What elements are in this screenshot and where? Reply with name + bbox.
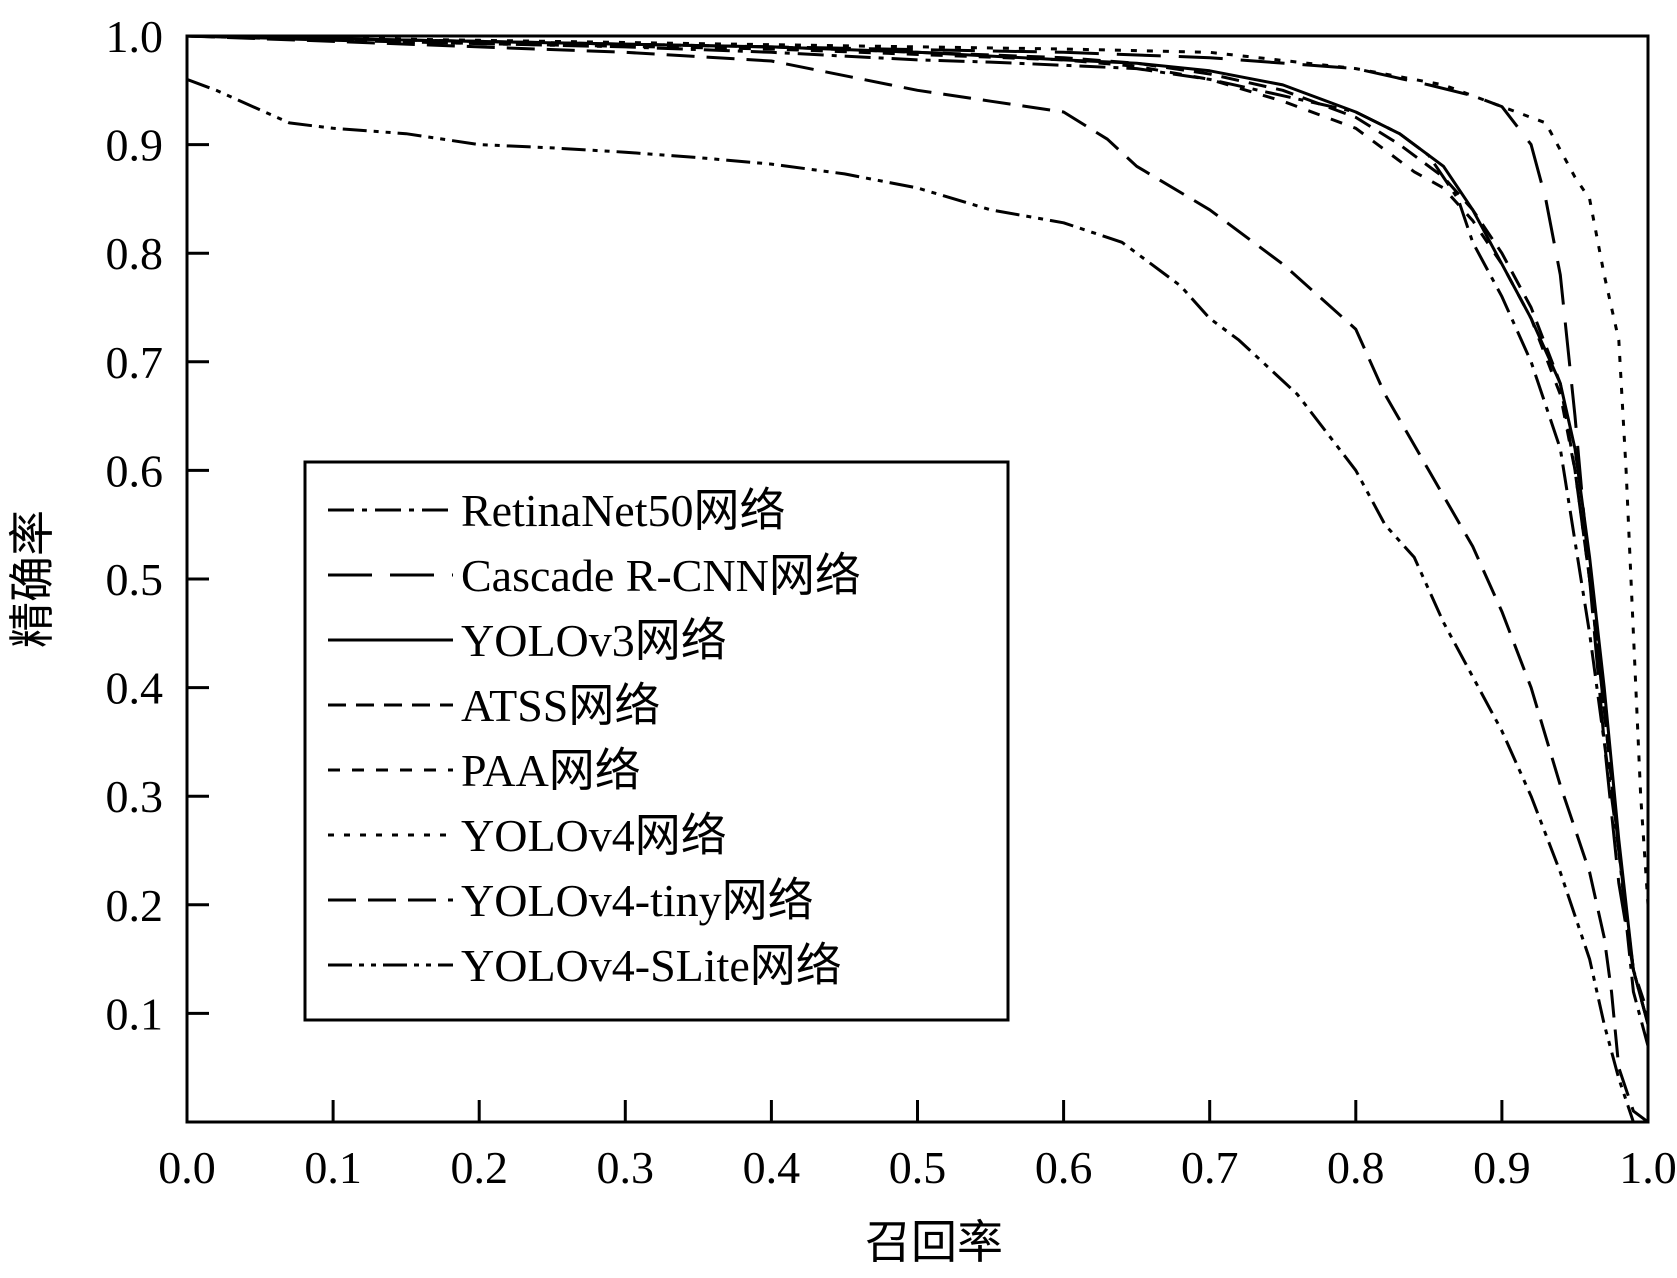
legend-label: RetinaNet50网络	[461, 485, 786, 536]
legend-label: ATSS网络	[461, 680, 660, 731]
y-tick-label: 0.2	[106, 880, 164, 931]
x-axis-title: 召回率	[865, 1217, 1003, 1268]
series-line	[187, 36, 1648, 1122]
x-tick-label: 0.0	[158, 1142, 216, 1193]
y-tick-label: 0.4	[106, 663, 164, 714]
x-tick-label: 0.9	[1473, 1142, 1531, 1193]
legend-label: YOLOv3网络	[461, 615, 727, 666]
series-layer	[187, 36, 1648, 1122]
x-tick-label: 0.4	[743, 1142, 801, 1193]
x-tick-label: 0.5	[889, 1142, 947, 1193]
x-tick-label: 0.3	[597, 1142, 655, 1193]
legend-box	[303, 460, 1010, 1022]
x-tick-label: 0.1	[304, 1142, 362, 1193]
series-line	[187, 36, 1648, 1047]
x-axis-ticks: 0.0 0.1 0.2 0.3 0.4 0.5 0.6 0.7 0.8 0.9 1.0	[158, 1100, 1677, 1193]
x-tick-label: 0.2	[450, 1142, 508, 1193]
x-tick-label: 0.6	[1035, 1142, 1093, 1193]
legend-label: YOLOv4-tiny网络	[461, 875, 814, 926]
x-tick-label: 0.7	[1181, 1142, 1239, 1193]
y-tick-label: 0.1	[106, 988, 164, 1039]
y-tick-label: 0.7	[106, 337, 164, 388]
legend-label: YOLOv4网络	[461, 810, 727, 861]
legend-label: PAA网络	[461, 745, 641, 796]
legend-label: Cascade R-CNN网络	[461, 550, 861, 601]
legend: RetinaNet50网络 Cascade R-CNN网络 YOLOv3网络 ATSS…	[303, 460, 1010, 1022]
y-tick-label: 0.3	[106, 771, 164, 822]
y-tick-label: 1.0	[106, 11, 164, 62]
series-line	[187, 36, 1648, 1014]
y-tick-label: 0.5	[106, 554, 164, 605]
y-tick-label: 0.6	[106, 445, 164, 496]
y-tick-label: 0.9	[106, 120, 164, 171]
y-axis-title: 精确率	[7, 510, 58, 648]
x-tick-label: 0.8	[1327, 1142, 1385, 1193]
y-tick-label: 0.8	[106, 228, 164, 279]
series-line	[187, 36, 1648, 1025]
series-line	[187, 77, 1635, 1122]
legend-label: YOLOv4-SLite网络	[461, 940, 842, 991]
y-axis-ticks: 0.1 0.2 0.3 0.4 0.5 0.6 0.7 0.8 0.9 1.0	[106, 11, 209, 1039]
x-tick-label: 1.0	[1619, 1142, 1677, 1193]
